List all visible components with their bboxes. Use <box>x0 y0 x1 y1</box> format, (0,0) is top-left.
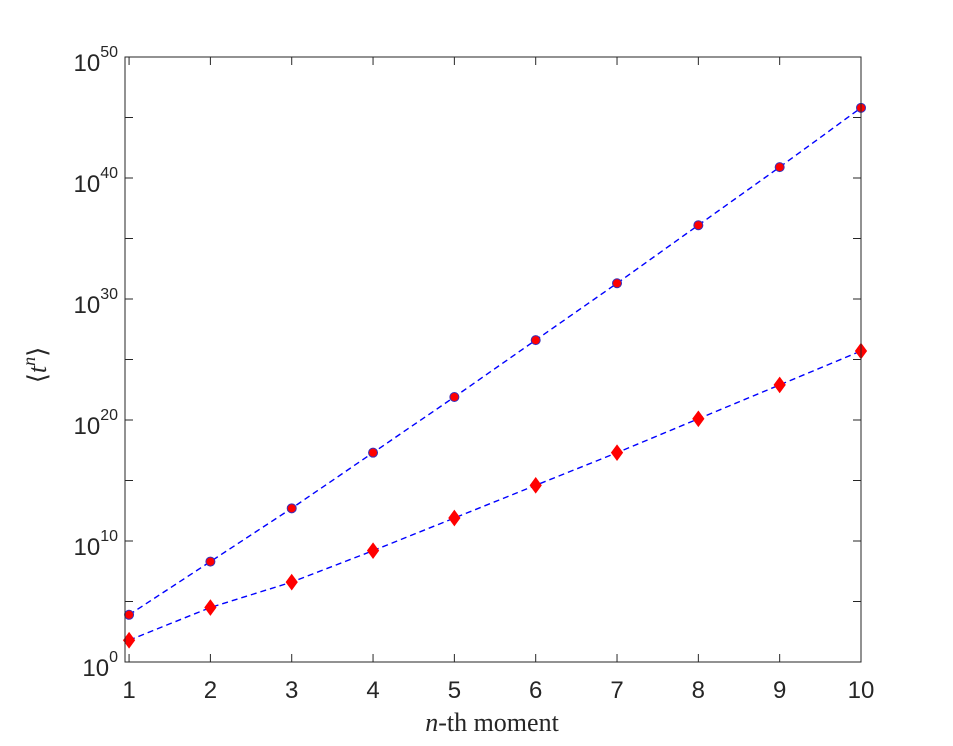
series-1-point <box>449 392 460 403</box>
series-markers <box>122 102 868 649</box>
series-2-point <box>204 599 217 616</box>
axes-box <box>124 56 862 663</box>
x-tick-label: 9 <box>773 677 786 704</box>
series-2-point <box>285 573 298 591</box>
x-tick-label: 5 <box>448 677 461 704</box>
series-1-point <box>612 278 623 289</box>
series-1-point <box>368 447 379 458</box>
y-tick-label: 1020 <box>74 407 119 440</box>
x-tick-label: 6 <box>529 677 542 704</box>
x-tick-label: 4 <box>366 677 379 704</box>
series-1-point <box>124 609 135 620</box>
series-2-point <box>610 444 624 462</box>
series-2-point <box>448 509 461 527</box>
x-tick-label: 8 <box>692 677 705 704</box>
series-1-point <box>693 220 704 231</box>
series-2-point <box>366 542 380 560</box>
y-tick-label: 1030 <box>74 286 119 319</box>
x-tick-label: 10 <box>848 677 875 704</box>
axis-ticks <box>125 56 862 663</box>
series-1-point <box>530 335 541 346</box>
y-tick-label: 100 <box>82 649 118 682</box>
series-1-point <box>205 556 216 567</box>
series-2-point <box>773 376 786 394</box>
series-1-point <box>286 503 297 514</box>
series-2-point <box>529 476 542 494</box>
series-1-line <box>128 107 862 616</box>
x-tick-label: 2 <box>204 677 217 704</box>
y-tick-label: 1050 <box>74 44 119 77</box>
x-tick-labels: 1 2 3 4 5 6 7 8 9 10 <box>122 677 874 704</box>
x-tick-label: 1 <box>122 677 135 704</box>
series-lines <box>128 107 862 641</box>
y-axis-label: ⟨tn⟩ <box>19 347 52 384</box>
x-tick-label: 3 <box>285 677 298 704</box>
x-axis-label: n-th moment <box>425 708 559 737</box>
y-tick-label: 1040 <box>74 165 119 198</box>
series-1-point <box>774 162 785 173</box>
series-2-line <box>128 350 862 641</box>
y-tick-label: 1010 <box>74 528 119 561</box>
y-tick-labels: 100 1010 1020 1030 1040 1050 <box>74 44 119 682</box>
series-2-point <box>692 410 705 428</box>
x-tick-label: 7 <box>610 677 623 704</box>
